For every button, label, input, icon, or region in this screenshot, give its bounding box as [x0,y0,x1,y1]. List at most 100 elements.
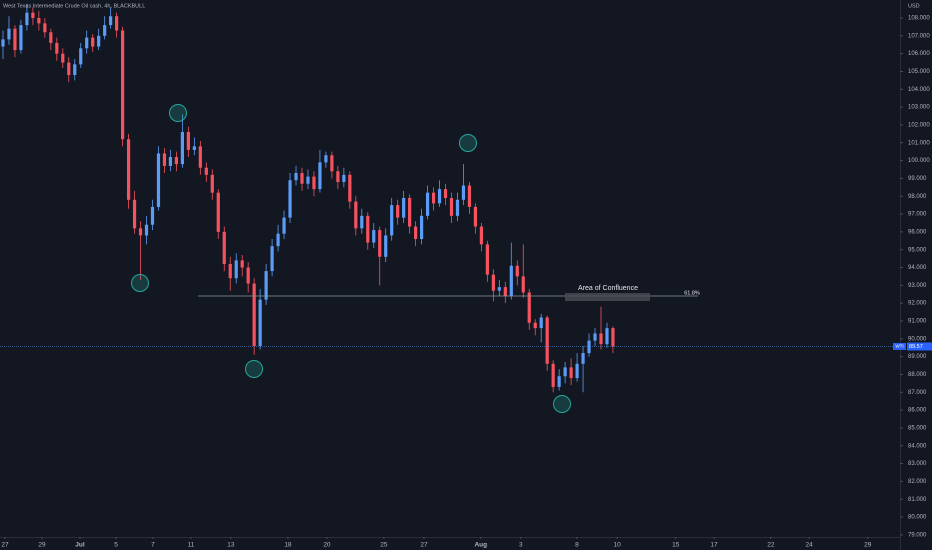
candle-body [545,317,549,364]
candle-body [144,224,149,236]
candle-body [276,233,280,247]
y-tick-label: 100.000 [908,158,930,164]
candle-body [318,162,322,190]
candle-body [55,42,59,54]
candle-body [324,155,328,163]
y-tick-label: 92.000 [908,301,927,307]
candle-body [443,189,448,199]
candle-body [390,205,394,236]
candle-body [306,176,310,184]
candle-body [240,260,244,268]
candle-body [587,340,591,354]
x-tick-label: Aug [474,542,487,549]
candle-body [25,12,29,26]
candle-body [605,328,609,345]
candle-body [360,215,364,229]
candle-body [419,215,424,240]
candle-body [378,230,382,257]
candle-body [168,157,173,166]
candle-body [569,367,573,379]
candle-body [138,228,143,236]
y-tick-label: 105.000 [908,69,930,75]
candle-body [348,174,352,202]
candle-body [330,155,334,172]
y-tick-label: 99.000 [908,176,927,182]
y-tick-label: 84.000 [908,443,927,449]
x-tick-label: Jul [75,542,85,549]
y-tick-label: 90.000 [908,336,927,342]
y-tick-label: 91.000 [908,319,927,325]
chart-title: West Texas Intermediate Crude Oil cash, … [3,3,145,9]
candle-body [521,276,525,293]
x-tick-label: 3 [519,542,523,549]
candle-body [120,30,125,140]
plot [1,3,615,393]
y-tick-label: 108.000 [908,16,930,22]
x-tick-label: 11 [188,542,195,549]
candle-body [198,146,202,168]
candle-body [174,157,179,165]
x-tick-label: 18 [284,542,292,549]
y-tick-label: 81.000 [908,497,927,503]
y-tick-label: 80.000 [908,515,927,521]
highlight-circle [553,395,571,413]
y-tick-label: 83.000 [908,461,927,467]
candle-body [503,287,507,297]
candle-body [515,265,519,277]
candle-body [79,48,83,65]
highlight-circle [131,274,149,292]
candle-body [282,217,286,234]
y-tick-label: 97.000 [908,212,927,218]
candle-body [1,39,5,47]
y-tick-label: 107.000 [908,33,930,39]
candle-body [7,28,11,40]
y-tick-label: 102.000 [908,123,930,129]
candle-body [437,189,442,204]
candle-body [156,153,161,207]
candle-body [402,198,406,218]
y-tick-label: 96.000 [908,229,927,235]
y-tick-label: 85.000 [908,426,927,432]
candle-body [264,271,268,300]
candle-body [103,25,107,36]
candle-body [192,146,196,150]
x-tick-label: 15 [672,542,680,549]
candle-body [216,192,220,232]
x-tick-label: 8 [575,542,579,549]
candle-body [557,376,561,387]
highlight-circle [169,104,187,122]
candle-body [186,132,190,150]
y-tick-label: 87.000 [908,390,927,396]
candle-body [61,53,65,63]
candle-body [312,176,316,190]
candle-body [258,299,262,346]
candle-body [228,263,232,279]
last-price-label: 89.57 [909,344,923,350]
y-tick-label: 94.000 [908,265,927,271]
candle-body [461,185,466,200]
candle-body [425,192,430,216]
highlight-circle [459,134,477,152]
candle-body [449,198,454,216]
candle-body [222,231,226,264]
candle-body [115,16,119,31]
candle-body [19,25,23,51]
candle-body [13,28,17,51]
candle-body [126,139,131,200]
candle-body [533,322,537,329]
candle-body [467,185,472,207]
x-tick-label: 25 [380,542,388,549]
y-tick-label: 89.000 [908,354,927,360]
candle-body [246,267,250,284]
y-tick-label: 101.000 [908,140,930,146]
candle-body [234,260,238,279]
x-tick-label: 10 [614,542,622,549]
candle-body [473,206,478,227]
candle-body [593,333,597,341]
x-tick-label: 17 [710,542,718,549]
y-tick-label: 98.000 [908,194,927,200]
candle-body [210,174,214,193]
candle-body [455,199,460,216]
